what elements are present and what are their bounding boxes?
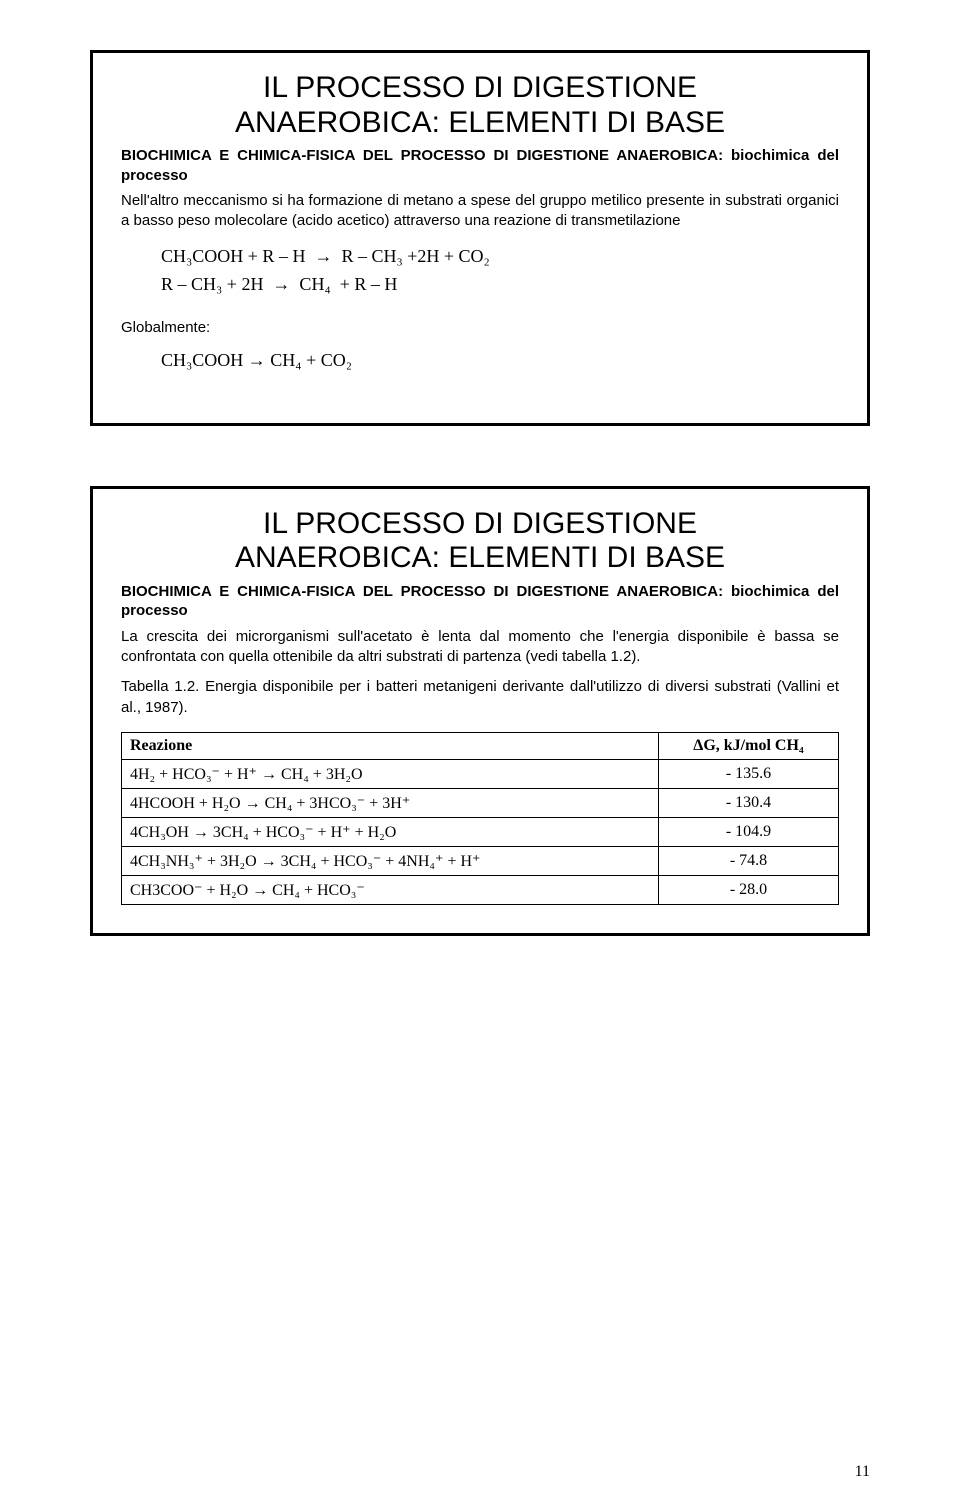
slide1-global-label: Globalmente: — [121, 319, 839, 336]
slide1-title-line1: IL PROCESSO DI DIGESTIONE — [263, 71, 697, 104]
slide1-subtitle: BIOCHIMICA E CHIMICA-FISICA DEL PROCESSO… — [121, 146, 839, 185]
table-header-dg: ΔG, kJ/mol CH₄ — [659, 732, 839, 759]
slide2-title: IL PROCESSO DI DIGESTIONE ANAEROBICA: EL… — [121, 507, 839, 576]
slide2-paragraph2: Tabella 1.2. Energia disponibile per i b… — [121, 677, 839, 718]
table-row: 4CH₃NH₃⁺ + 3H₂O → 3CH₄ + HCO₃⁻ + 4NH₄⁺ +… — [122, 846, 839, 875]
table-cell-dg: - 28.0 — [659, 875, 839, 904]
table-cell-reaction: 4HCOOH + H₂O → CH₄ + 3HCO₃⁻ + 3H⁺ — [122, 788, 659, 817]
table-cell-reaction: 4H₂ + HCO₃⁻ + H⁺ → CH₄ + 3H₂O — [122, 759, 659, 788]
slide1-formula-block: CH₃COOH + R – H → R – CH₃ +2H + CO₂ R – … — [161, 242, 839, 300]
table-cell-dg: - 74.8 — [659, 846, 839, 875]
slide1-formula1: CH₃COOH + R – H → R – CH₃ +2H + CO₂ — [161, 246, 490, 266]
table-cell-dg: - 130.4 — [659, 788, 839, 817]
table-header-reaction: Reazione — [122, 732, 659, 759]
slide1-title: IL PROCESSO DI DIGESTIONE ANAEROBICA: EL… — [121, 71, 839, 140]
table-cell-dg: - 135.6 — [659, 759, 839, 788]
energy-table: Reazione ΔG, kJ/mol CH₄ 4H₂ + HCO₃⁻ + H⁺… — [121, 732, 839, 905]
slide-1: IL PROCESSO DI DIGESTIONE ANAEROBICA: EL… — [90, 50, 870, 426]
slide2-subtitle: BIOCHIMICA E CHIMICA-FISICA DEL PROCESSO… — [121, 582, 839, 621]
slide2-paragraph1: La crescita dei microrganismi sull'aceta… — [121, 627, 839, 668]
table-cell-reaction: CH3COO⁻ + H₂O → CH₄ + HCO₃⁻ — [122, 875, 659, 904]
slide1-formula3-block: CH₃COOH → CH₄ + CO₂ — [161, 346, 839, 375]
table-header-row: Reazione ΔG, kJ/mol CH₄ — [122, 732, 839, 759]
page-number: 11 — [855, 1463, 870, 1481]
table-row: CH3COO⁻ + H₂O → CH₄ + HCO₃⁻ - 28.0 — [122, 875, 839, 904]
slide1-paragraph: Nell'altro meccanismo si ha formazione d… — [121, 191, 839, 232]
slide1-formula2: R – CH₃ + 2H → CH₄ + R – H — [161, 274, 397, 294]
table-cell-reaction: 4CH₃NH₃⁺ + 3H₂O → 3CH₄ + HCO₃⁻ + 4NH₄⁺ +… — [122, 846, 659, 875]
table-cell-reaction: 4CH₃OH → 3CH₄ + HCO₃⁻ + H⁺ + H₂O — [122, 817, 659, 846]
energy-table-wrap: Reazione ΔG, kJ/mol CH₄ 4H₂ + HCO₃⁻ + H⁺… — [121, 732, 839, 905]
slide2-title-line2: ANAEROBICA: ELEMENTI DI BASE — [235, 541, 725, 574]
table-cell-dg: - 104.9 — [659, 817, 839, 846]
slide2-title-line1: IL PROCESSO DI DIGESTIONE — [263, 507, 697, 540]
table-row: 4HCOOH + H₂O → CH₄ + 3HCO₃⁻ + 3H⁺ - 130.… — [122, 788, 839, 817]
table-row: 4H₂ + HCO₃⁻ + H⁺ → CH₄ + 3H₂O - 135.6 — [122, 759, 839, 788]
slide-2: IL PROCESSO DI DIGESTIONE ANAEROBICA: EL… — [90, 486, 870, 936]
table-row: 4CH₃OH → 3CH₄ + HCO₃⁻ + H⁺ + H₂O - 104.9 — [122, 817, 839, 846]
slide1-title-line2: ANAEROBICA: ELEMENTI DI BASE — [235, 106, 725, 139]
page: IL PROCESSO DI DIGESTIONE ANAEROBICA: EL… — [0, 0, 960, 1501]
slide1-formula3: CH₃COOH → CH₄ + CO₂ — [161, 350, 352, 370]
